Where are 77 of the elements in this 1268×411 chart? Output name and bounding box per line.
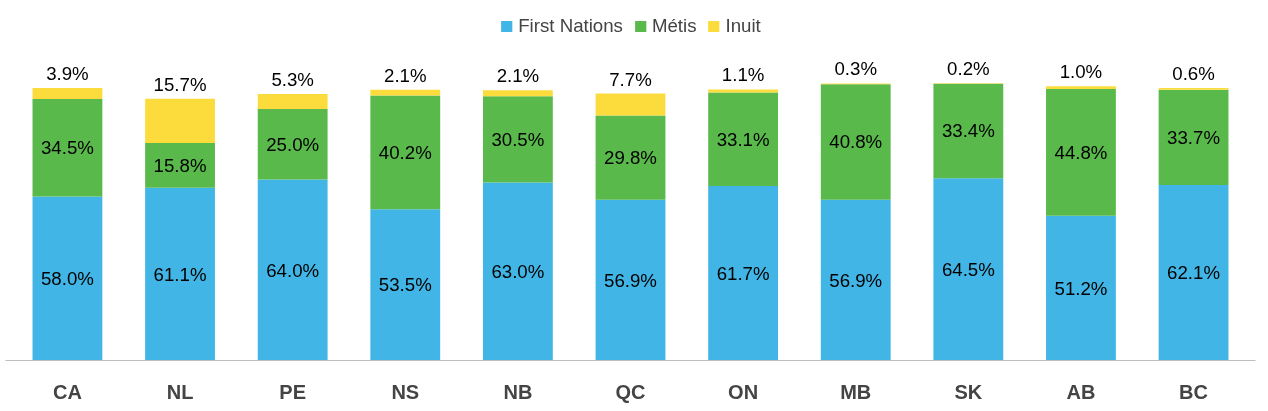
x-tick-label: BC <box>1179 380 1209 403</box>
bar <box>145 143 215 188</box>
data-label: 64.0% <box>266 259 320 281</box>
bar <box>482 182 553 361</box>
legend-label: Inuit <box>725 15 761 37</box>
bar <box>257 179 328 361</box>
data-label: 15.8% <box>153 154 207 176</box>
data-label: 15.7% <box>153 73 207 95</box>
data-label: 33.7% <box>1167 126 1221 148</box>
bar <box>370 209 441 361</box>
data-label: 2.1% <box>384 64 427 86</box>
bar <box>820 84 891 200</box>
x-tick-label: NL <box>166 380 194 403</box>
bar <box>482 90 553 97</box>
legend-label: First Nations <box>518 15 623 37</box>
data-label: 2.1% <box>496 65 540 87</box>
x-tick-label: QC <box>615 380 646 403</box>
legend-label: Métis <box>651 15 697 37</box>
bar <box>1046 89 1116 216</box>
data-label: 29.8% <box>604 147 657 169</box>
bar <box>370 89 441 96</box>
data-label: 34.5% <box>40 137 94 159</box>
bar <box>595 115 666 200</box>
data-label: 0.6% <box>1172 62 1215 84</box>
data-label: 56.9% <box>604 269 657 291</box>
data-label: 40.2% <box>378 141 432 163</box>
x-tick-label: NS <box>391 380 420 403</box>
data-label: 51.2% <box>1054 277 1108 299</box>
x-tick-label: PE <box>279 380 307 403</box>
x-tick-label: ON <box>728 380 759 403</box>
data-label: 25.0% <box>266 133 320 155</box>
x-tick-label: NB <box>503 380 533 403</box>
bar <box>820 199 891 361</box>
bar <box>708 186 779 361</box>
data-label: 1.1% <box>721 64 765 86</box>
data-label: 30.5% <box>491 128 545 150</box>
data-label: 62.1% <box>1167 262 1221 284</box>
bar <box>1158 89 1229 185</box>
bar <box>257 108 328 180</box>
data-label: 56.9% <box>829 269 883 291</box>
bar <box>145 187 215 361</box>
x-tick-label: MB <box>840 380 872 403</box>
data-label: 53.5% <box>378 274 432 296</box>
x-tick-label: AB <box>1066 380 1096 403</box>
data-label: 61.1% <box>153 263 207 285</box>
data-label: 61.7% <box>716 262 770 284</box>
data-label: 44.8% <box>1054 141 1108 163</box>
bar <box>1158 184 1229 361</box>
bar <box>595 199 666 361</box>
data-label: 0.2% <box>947 58 990 80</box>
data-label: 1.0% <box>1059 61 1103 83</box>
bar <box>32 87 103 99</box>
bar <box>933 178 1004 361</box>
bar <box>370 95 441 210</box>
bar <box>1046 215 1116 361</box>
data-label: 33.1% <box>716 128 770 150</box>
data-label: 64.5% <box>941 258 995 280</box>
data-label: 3.9% <box>46 62 89 84</box>
data-label: 7.7% <box>609 68 652 90</box>
data-label: 58.0% <box>40 268 94 290</box>
data-label: 33.4% <box>941 120 995 142</box>
bar <box>482 96 553 183</box>
bar <box>32 196 103 361</box>
x-tick-label: SK <box>954 380 983 403</box>
data-label: 40.8% <box>829 131 883 153</box>
bar <box>933 83 1004 179</box>
bar <box>257 93 328 109</box>
data-label: 5.3% <box>271 68 314 90</box>
x-tick-label: CA <box>52 380 82 403</box>
bar <box>708 89 779 93</box>
data-label: 63.0% <box>491 260 545 282</box>
data-label: 0.3% <box>834 58 877 80</box>
bar <box>708 92 779 187</box>
bar <box>145 98 215 144</box>
bar <box>595 93 666 116</box>
bar <box>32 98 103 197</box>
bar <box>1046 86 1116 90</box>
